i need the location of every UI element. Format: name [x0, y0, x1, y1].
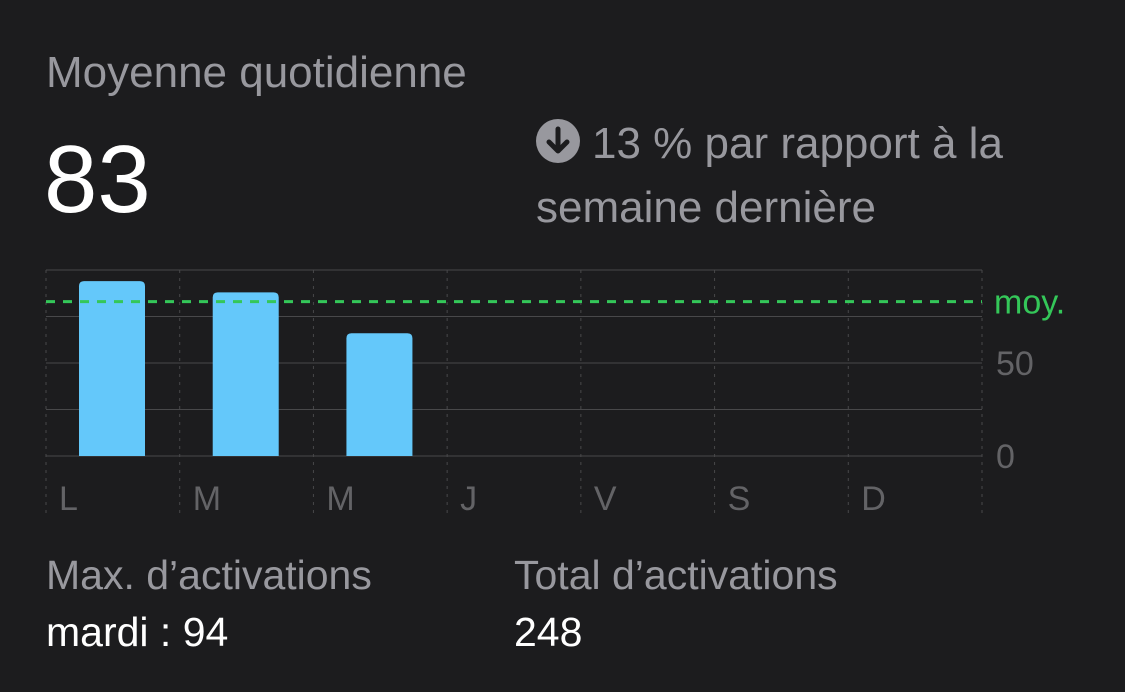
x-tick-label: M [193, 480, 221, 518]
weekly-comparison: 13 % par rapport à la semaine dernière [536, 112, 1096, 240]
y-tick-label: 50 [996, 345, 1034, 383]
x-tick-label: M [326, 480, 354, 518]
daily-average-label: Moyenne quotidienne [46, 48, 467, 98]
y-tick-label: 0 [996, 438, 1015, 476]
x-tick-label: L [59, 480, 78, 518]
bar [79, 281, 145, 456]
total-activations-stat: Total d’activations 248 [514, 552, 838, 656]
max-activations-stat: Max. d’activations mardi : 94 [46, 552, 372, 656]
total-activations-label: Total d’activations [514, 552, 838, 599]
x-tick-label: D [861, 480, 886, 518]
x-tick-label: J [460, 480, 477, 518]
average-label: moy. [994, 284, 1065, 322]
bar [346, 333, 412, 456]
max-activations-value: mardi : 94 [46, 609, 372, 656]
x-tick-label: V [594, 480, 617, 518]
max-activations-label: Max. d’activations [46, 552, 372, 599]
x-tick-label: S [728, 480, 751, 518]
daily-average-value: 83 [44, 132, 151, 228]
total-activations-value: 248 [514, 609, 838, 656]
comparison-text: 13 % par rapport à la semaine dernière [536, 119, 1003, 232]
weekly-bar-chart: L M M J V S D 0 50 moy. [0, 260, 1125, 522]
arrow-down-circle-icon [536, 119, 580, 163]
bar [213, 292, 279, 456]
